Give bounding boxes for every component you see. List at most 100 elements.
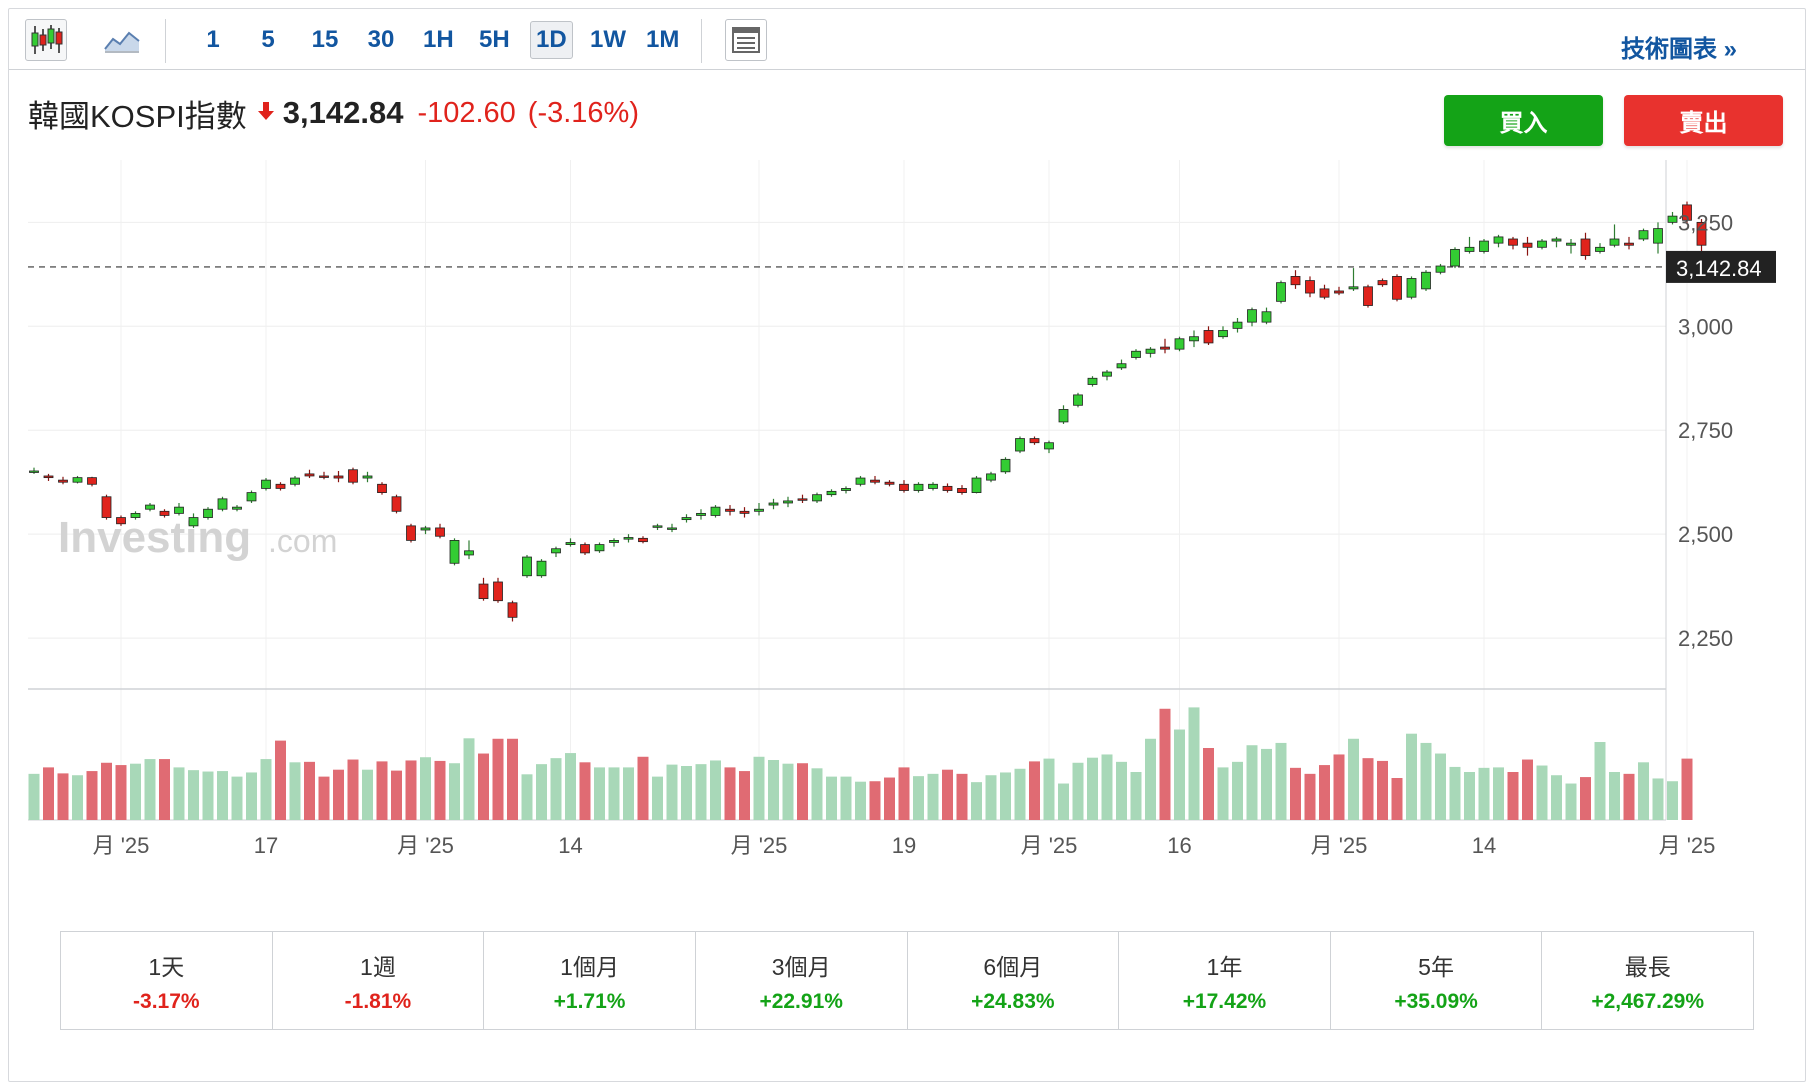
candle[interactable]	[1029, 436, 1040, 445]
performance-cell[interactable]: 最長 +2,467.29%	[1542, 932, 1753, 1029]
candle[interactable]	[899, 480, 909, 493]
performance-cell[interactable]: 3個月 +22.91%	[696, 932, 908, 1029]
candle[interactable]	[1305, 276, 1315, 298]
candle[interactable]	[377, 482, 387, 495]
layout-icon[interactable]	[725, 19, 767, 61]
performance-cell[interactable]: 1天 -3.17%	[61, 932, 273, 1029]
candle[interactable]	[1058, 405, 1069, 424]
candle[interactable]	[522, 554, 532, 578]
buy-button[interactable]: 買入	[1444, 95, 1603, 146]
timeframe-1d[interactable]: 1D	[530, 21, 573, 59]
candle[interactable]	[754, 502, 764, 516]
candle[interactable]	[638, 536, 648, 544]
candle[interactable]	[565, 538, 576, 547]
candle[interactable]	[116, 515, 126, 526]
candle[interactable]	[768, 498, 779, 510]
candle[interactable]	[290, 475, 300, 487]
timeframe-30[interactable]: 30	[367, 26, 395, 53]
candle[interactable]	[507, 600, 518, 622]
candlestick-icon[interactable]	[25, 19, 67, 61]
candle[interactable]	[1624, 236, 1634, 250]
candle[interactable]	[1087, 376, 1098, 387]
candle[interactable]	[725, 505, 735, 516]
candle[interactable]	[1551, 236, 1562, 248]
candle[interactable]	[1566, 238, 1576, 254]
candle[interactable]	[1073, 392, 1083, 408]
candle[interactable]	[1392, 274, 1402, 302]
candle[interactable]	[942, 483, 953, 493]
candle[interactable]	[203, 507, 213, 520]
candle[interactable]	[29, 467, 39, 474]
technical-chart-link[interactable]: 技術圖表 »	[1620, 36, 1737, 63]
candle[interactable]	[1218, 326, 1228, 339]
candle[interactable]	[1595, 243, 1605, 254]
candle[interactable]	[261, 478, 271, 491]
candle[interactable]	[174, 502, 184, 516]
candle[interactable]	[1580, 232, 1591, 260]
candle[interactable]	[275, 482, 286, 491]
candle[interactable]	[478, 577, 489, 601]
candle[interactable]	[696, 509, 706, 520]
candle[interactable]	[1015, 436, 1025, 454]
candle[interactable]	[826, 489, 837, 497]
candle[interactable]	[855, 475, 866, 487]
performance-cell[interactable]: 1年 +17.42%	[1119, 932, 1331, 1029]
candle[interactable]	[986, 471, 996, 483]
timeframe-1m[interactable]: 1M	[646, 26, 680, 53]
candle[interactable]	[319, 471, 329, 480]
candle[interactable]	[681, 514, 692, 523]
timeframe-5[interactable]: 5	[261, 26, 275, 53]
candle[interactable]	[841, 486, 851, 494]
candle[interactable]	[1667, 211, 1678, 225]
candle[interactable]	[435, 523, 445, 539]
candle[interactable]	[536, 559, 547, 578]
candle[interactable]	[1348, 268, 1359, 291]
candle[interactable]	[1450, 247, 1460, 269]
candle[interactable]	[594, 542, 605, 553]
candle[interactable]	[1000, 457, 1011, 474]
candle[interactable]	[1319, 284, 1330, 300]
candle[interactable]	[884, 480, 895, 487]
candle[interactable]	[58, 476, 68, 485]
timeframe-5h[interactable]: 5H	[479, 26, 510, 53]
area-chart-icon[interactable]	[101, 19, 143, 61]
candle[interactable]	[1464, 236, 1475, 254]
candle[interactable]	[710, 505, 721, 518]
candle[interactable]	[1653, 222, 1663, 254]
candle[interactable]	[1145, 347, 1156, 358]
candle[interactable]	[87, 476, 97, 487]
candle[interactable]	[493, 577, 503, 603]
performance-cell[interactable]: 6個月 +24.83%	[908, 932, 1120, 1029]
candle[interactable]	[1203, 326, 1214, 346]
candle[interactable]	[667, 523, 677, 533]
candle[interactable]	[812, 492, 822, 503]
candle[interactable]	[43, 473, 54, 481]
candle[interactable]	[928, 482, 938, 491]
candle[interactable]	[1406, 276, 1417, 300]
candle[interactable]	[1493, 234, 1504, 248]
timeframe-1w[interactable]: 1W	[590, 26, 626, 53]
candle[interactable]	[232, 505, 242, 512]
candle[interactable]	[1334, 286, 1344, 296]
candle[interactable]	[1377, 278, 1388, 287]
candle[interactable]	[391, 494, 402, 514]
candle[interactable]	[1189, 330, 1199, 348]
candle[interactable]	[101, 494, 112, 520]
candle[interactable]	[1261, 307, 1272, 325]
candle[interactable]	[1116, 359, 1127, 370]
candle[interactable]	[957, 485, 967, 495]
candle[interactable]	[971, 475, 982, 494]
timeframe-1h[interactable]: 1H	[423, 26, 454, 53]
candle[interactable]	[130, 511, 141, 520]
candle[interactable]	[609, 538, 619, 547]
candle[interactable]	[623, 534, 634, 543]
candle[interactable]	[1232, 317, 1243, 333]
candle[interactable]	[913, 482, 924, 493]
candle[interactable]	[145, 502, 155, 512]
candle[interactable]	[1479, 238, 1489, 254]
timeframe-1[interactable]: 1	[206, 26, 220, 53]
candle[interactable]	[1682, 201, 1692, 225]
candle[interactable]	[652, 523, 663, 531]
candle[interactable]	[870, 475, 880, 485]
candle[interactable]	[797, 494, 808, 503]
